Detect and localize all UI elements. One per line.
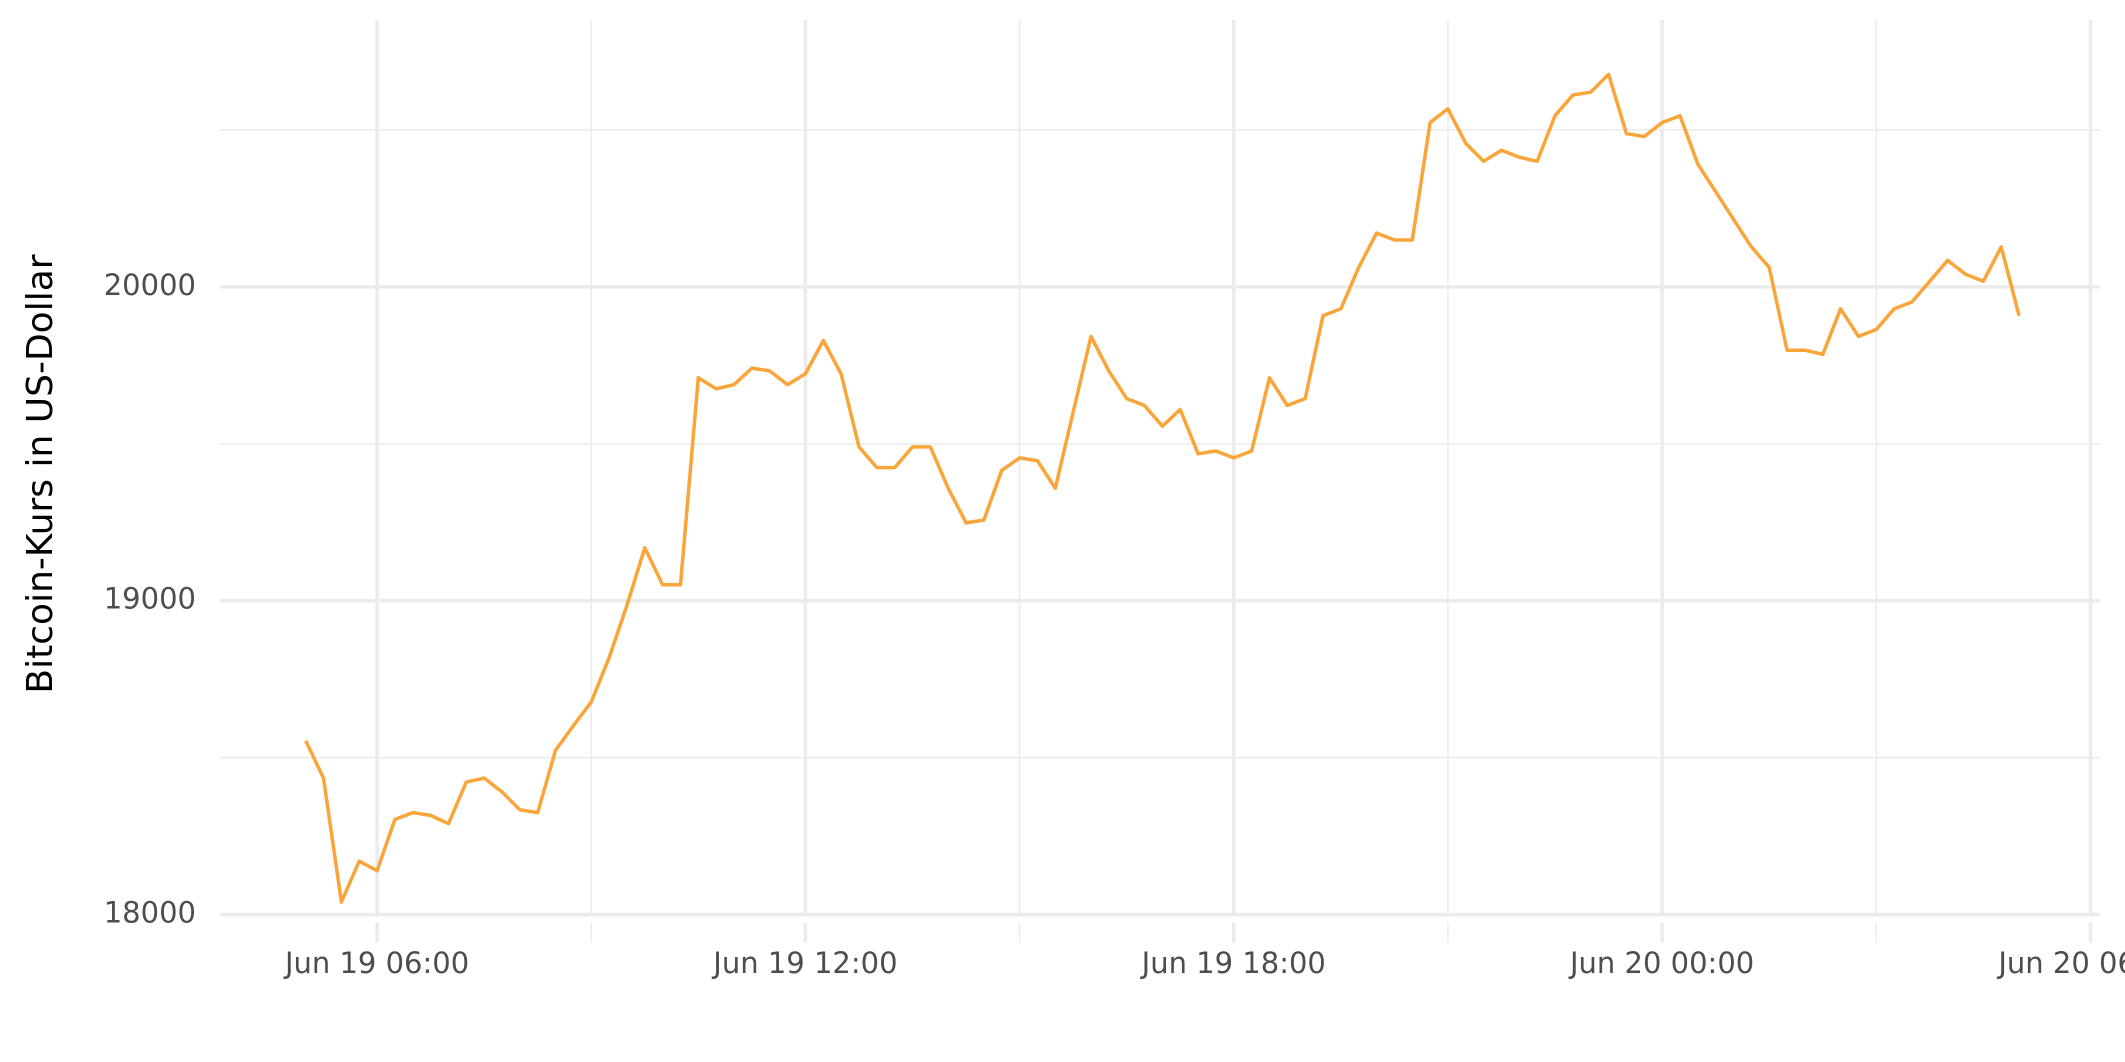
x-tick-label: Jun 19 06:00 <box>283 946 469 980</box>
y-axis-title: Bitcoin-Kurs in US-Dollar <box>20 254 61 693</box>
y-tick-label: 18000 <box>104 896 196 930</box>
x-tick-label: Jun 20 06:00 <box>1996 946 2125 980</box>
y-tick-label: 20000 <box>104 268 196 302</box>
x-tick-label: Jun 19 12:00 <box>711 946 897 980</box>
x-tick-label: Jun 20 00:00 <box>1568 946 1754 980</box>
x-tick-label: Jun 19 18:00 <box>1140 946 1326 980</box>
y-tick-label: 19000 <box>104 582 196 616</box>
price-line <box>304 72 2021 904</box>
